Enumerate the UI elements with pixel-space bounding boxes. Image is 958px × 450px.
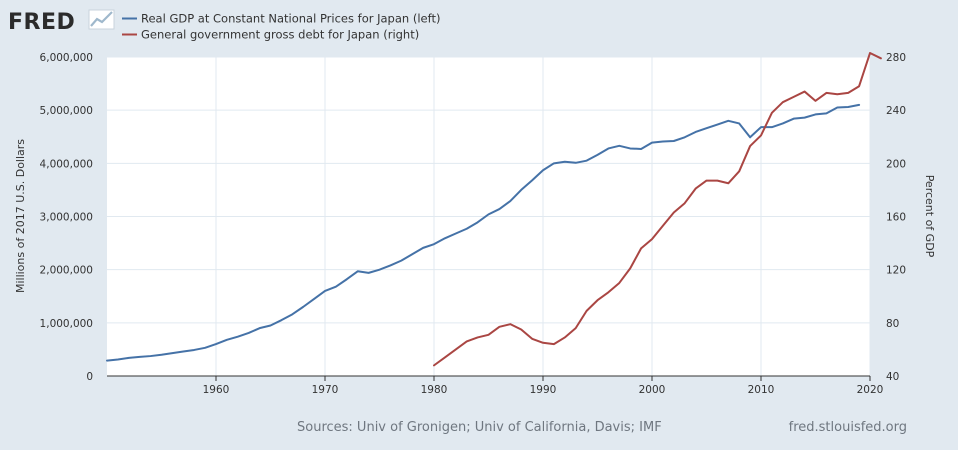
left-tick-label: 1,000,000 [40, 318, 93, 330]
right-tick-label: 80 [886, 318, 899, 330]
fred-logo[interactable]: FRED [8, 9, 115, 35]
fred-logo-text: FRED [8, 10, 75, 35]
right-tick-label: 40 [886, 371, 899, 383]
x-tick-label: 2020 [857, 384, 884, 396]
x-tick-label: 2000 [639, 384, 666, 396]
right-tick-label: 160 [886, 212, 906, 224]
left-axis-title: Millions of 2017 U.S. Dollars [14, 139, 27, 293]
footer-sources: Sources: Univ of Gronigen; Univ of Calif… [297, 420, 662, 435]
left-tick-label: 2,000,000 [40, 265, 93, 277]
x-tick-label: 1990 [530, 384, 557, 396]
left-tick-label: 0 [86, 371, 93, 383]
gdp-series-line[interactable] [106, 103, 861, 362]
x-tick-label: 1970 [312, 384, 339, 396]
x-tick-label: 2010 [748, 384, 775, 396]
right-axis-tick-labels: 40 80 120 160 200 240 280 [886, 52, 906, 383]
left-tick-label: 4,000,000 [40, 158, 93, 170]
series-layer [106, 52, 882, 367]
fred-chart-icon [88, 9, 115, 30]
legend-label-debt: General government gross debt for Japan … [141, 28, 419, 42]
right-axis-title: Percent of GDP [923, 175, 936, 258]
right-tick-label: 120 [886, 265, 906, 277]
legend: Real GDP at Constant National Prices for… [122, 12, 440, 42]
left-tick-label: 3,000,000 [40, 212, 93, 224]
right-tick-label: 280 [886, 52, 906, 64]
x-tick-label: 1980 [421, 384, 448, 396]
debt-series-line[interactable] [433, 52, 882, 367]
left-tick-label: 6,000,000 [40, 52, 93, 64]
footer-site-link[interactable]: fred.stlouisfed.org [789, 420, 907, 435]
x-tick-label: 1960 [203, 384, 230, 396]
right-tick-label: 200 [886, 158, 906, 170]
legend-label-gdp: Real GDP at Constant National Prices for… [141, 12, 440, 26]
x-axis-tick-labels: 1960 1970 1980 1990 2000 2010 2020 [203, 384, 884, 396]
left-tick-label: 5,000,000 [40, 105, 93, 117]
left-axis-tick-labels: 0 1,000,000 2,000,000 3,000,000 4,000,000 5,0… [40, 52, 93, 383]
right-tick-label: 240 [886, 105, 906, 117]
grid-lines [107, 56, 871, 381]
